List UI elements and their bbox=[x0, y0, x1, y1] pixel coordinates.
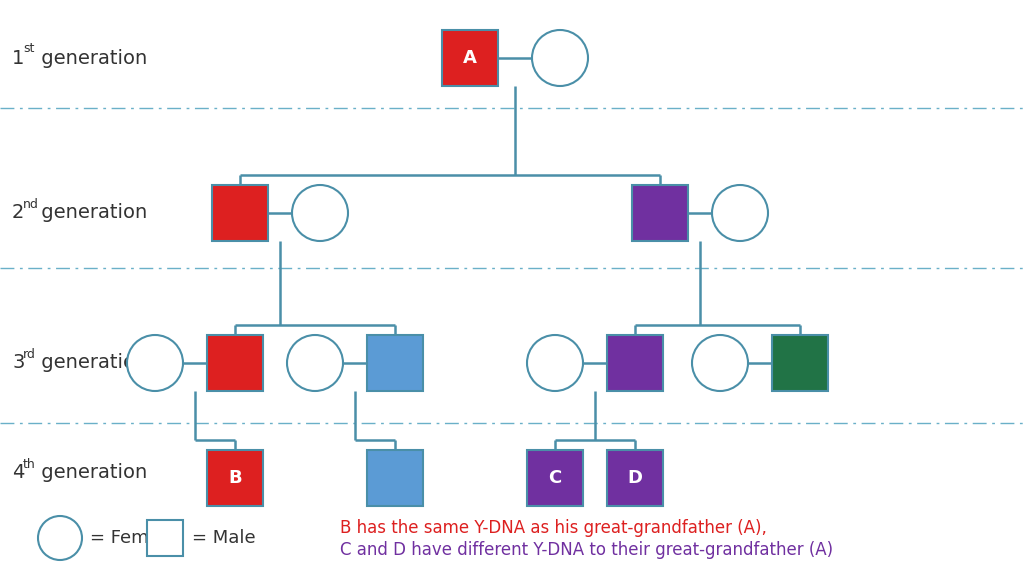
Text: th: th bbox=[23, 457, 36, 470]
Text: rd: rd bbox=[23, 348, 36, 361]
Bar bbox=[207, 450, 263, 506]
Text: generation: generation bbox=[35, 203, 147, 223]
Text: generation: generation bbox=[35, 353, 147, 373]
Text: B: B bbox=[228, 469, 242, 487]
Text: D: D bbox=[628, 469, 642, 487]
Text: C and D have different Y-DNA to their great-grandfather (A): C and D have different Y-DNA to their gr… bbox=[340, 541, 834, 559]
Bar bbox=[527, 450, 583, 506]
Text: A: A bbox=[463, 49, 477, 67]
Bar bbox=[632, 185, 688, 241]
Text: 2: 2 bbox=[12, 203, 25, 223]
Circle shape bbox=[712, 185, 768, 241]
Text: 4: 4 bbox=[12, 463, 25, 482]
Bar bbox=[607, 335, 663, 391]
Text: = Male: = Male bbox=[193, 529, 256, 547]
Bar bbox=[607, 450, 663, 506]
Circle shape bbox=[287, 335, 343, 391]
Bar bbox=[207, 335, 263, 391]
Bar bbox=[147, 520, 183, 556]
Bar bbox=[367, 450, 423, 506]
Text: B has the same Y-DNA as his great-grandfather (A),: B has the same Y-DNA as his great-grandf… bbox=[340, 519, 767, 537]
Text: 1: 1 bbox=[12, 48, 25, 68]
Bar bbox=[772, 335, 828, 391]
Bar bbox=[367, 335, 423, 391]
Circle shape bbox=[127, 335, 183, 391]
Text: C: C bbox=[549, 469, 561, 487]
Text: nd: nd bbox=[23, 198, 39, 211]
Bar bbox=[212, 185, 268, 241]
Circle shape bbox=[527, 335, 583, 391]
Bar bbox=[442, 30, 498, 86]
Circle shape bbox=[532, 30, 588, 86]
Text: 3: 3 bbox=[12, 353, 25, 373]
Text: = Female: = Female bbox=[90, 529, 176, 547]
Text: generation: generation bbox=[35, 48, 147, 68]
Circle shape bbox=[292, 185, 348, 241]
Text: st: st bbox=[23, 43, 35, 56]
Circle shape bbox=[692, 335, 748, 391]
Text: generation: generation bbox=[35, 463, 147, 482]
Circle shape bbox=[38, 516, 82, 560]
